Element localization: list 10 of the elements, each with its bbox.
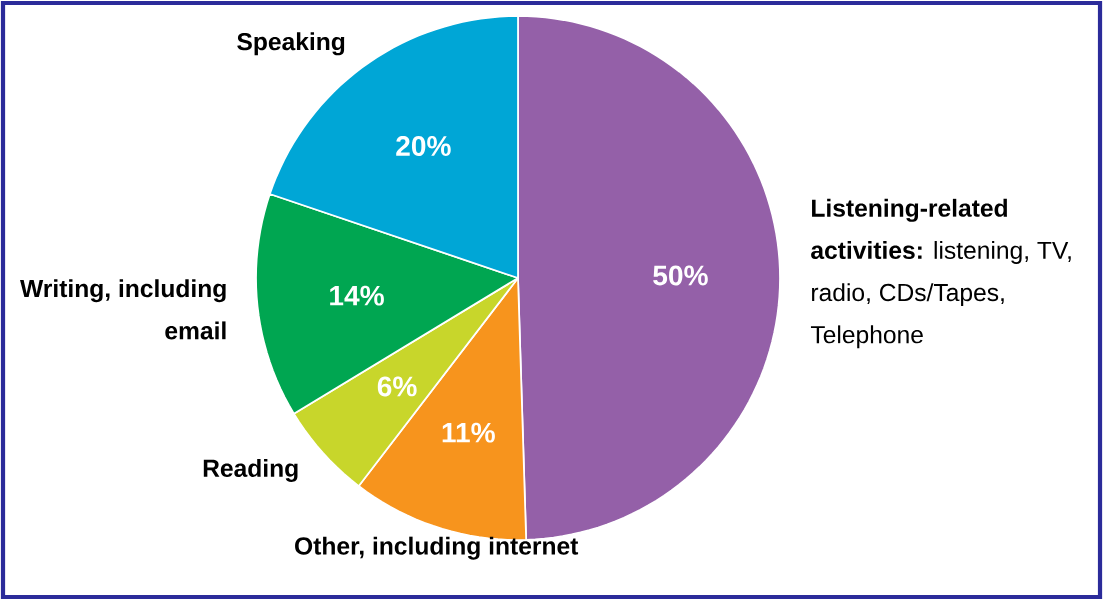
slice-label: Listening-related activities: listening, TV, radio, CDs/Tapes, Telephone: [810, 198, 1071, 349]
data-label: 20%: [396, 136, 451, 156]
data-label: 50%: [653, 265, 708, 286]
slice-label: Reading: [203, 458, 298, 482]
data-label: 6%: [377, 376, 417, 397]
data-label: 11%: [442, 422, 495, 443]
slice-label: Speaking: [237, 32, 345, 56]
slice-label: Other, including internet: [295, 536, 579, 560]
data-label: 14%: [330, 285, 384, 306]
slice-label: Writing, including email: [20, 279, 226, 340]
